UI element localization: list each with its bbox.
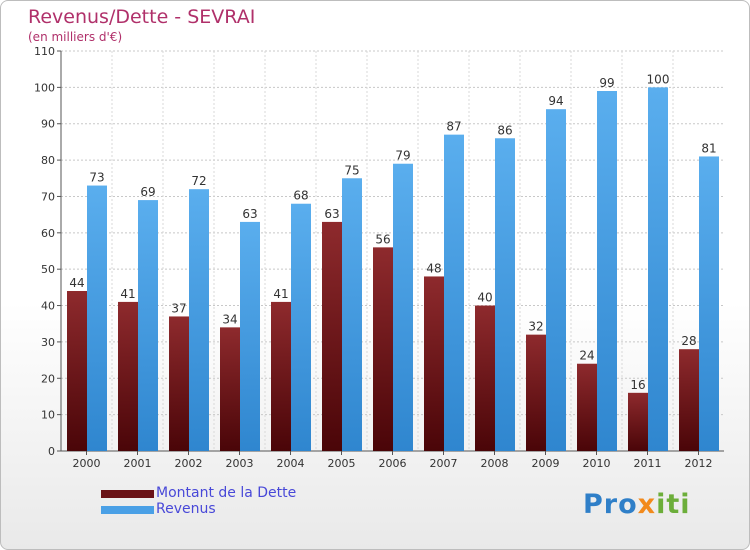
data-label: 41 <box>273 287 288 301</box>
legend-swatch-revenus <box>101 506 154 514</box>
x-tick-label: 2001 <box>124 457 152 470</box>
data-label: 99 <box>599 76 614 90</box>
data-label: 87 <box>446 120 461 134</box>
x-tick-label: 2011 <box>634 457 662 470</box>
data-label: 69 <box>140 185 155 199</box>
y-tick-label: 10 <box>41 409 55 422</box>
bar-revenus <box>597 91 617 451</box>
proxiti-logo: Proxiti <box>583 489 691 520</box>
bar-revenus <box>699 156 719 452</box>
bar-revenus <box>87 185 107 451</box>
x-tick-label: 2007 <box>430 457 458 470</box>
y-tick-label: 20 <box>41 372 55 385</box>
y-tick-label: 90 <box>41 118 55 131</box>
data-label: 56 <box>375 232 390 246</box>
data-label: 63 <box>324 207 339 221</box>
y-tick-label: 0 <box>48 445 55 458</box>
data-label: 73 <box>89 171 104 185</box>
data-label: 24 <box>579 349 594 363</box>
data-label: 94 <box>548 94 563 108</box>
bar-revenus <box>291 203 311 451</box>
data-label: 44 <box>69 276 84 290</box>
x-tick-label: 2012 <box>685 457 713 470</box>
data-label: 28 <box>681 334 696 348</box>
bar-dette <box>322 221 342 451</box>
bar-revenus <box>240 221 260 451</box>
data-label: 86 <box>497 123 512 137</box>
x-tick-label: 2005 <box>328 457 356 470</box>
bar-dette <box>679 349 699 451</box>
y-tick-label: 110 <box>34 45 55 58</box>
y-tick-label: 30 <box>41 336 55 349</box>
bar-revenus <box>393 163 413 451</box>
bar-revenus <box>189 189 209 451</box>
data-label: 63 <box>242 207 257 221</box>
chart-title: Revenus/Dette - SEVRAI <box>28 6 256 28</box>
bar-dette <box>67 291 87 451</box>
x-tick-label: 2008 <box>481 457 509 470</box>
data-label: 40 <box>477 291 492 305</box>
bar-dette <box>118 301 138 451</box>
bar-revenus <box>138 200 158 451</box>
data-label: 41 <box>120 287 135 301</box>
data-label: 68 <box>293 189 308 203</box>
data-label: 81 <box>701 141 716 155</box>
data-label: 16 <box>630 378 645 392</box>
data-label: 72 <box>191 174 206 188</box>
legend-label-dette: Montant de la Dette <box>156 485 297 501</box>
bar-dette <box>169 316 189 451</box>
bar-revenus <box>648 87 668 451</box>
bar-revenus <box>342 178 362 452</box>
x-tick-label: 2009 <box>532 457 560 470</box>
x-tick-label: 2006 <box>379 457 407 470</box>
bar-dette <box>526 334 546 451</box>
y-tick-label: 40 <box>41 300 55 313</box>
data-label: 48 <box>426 261 441 275</box>
y-tick-label: 80 <box>41 154 55 167</box>
data-label: 32 <box>528 320 543 334</box>
data-label: 75 <box>344 163 359 177</box>
legend-swatch-dette <box>101 490 154 498</box>
y-tick-label: 100 <box>34 81 55 94</box>
data-label: 100 <box>647 72 670 86</box>
legend-label-revenus: Revenus <box>156 501 216 517</box>
x-tick-label: 2003 <box>226 457 254 470</box>
y-tick-label: 50 <box>41 263 55 276</box>
x-tick-label: 2000 <box>73 457 101 470</box>
bar-dette <box>373 247 393 451</box>
y-tick-label: 70 <box>41 190 55 203</box>
bar-revenus <box>495 138 515 452</box>
chart-subtitle: (en milliers d'€) <box>28 30 123 44</box>
data-label: 37 <box>171 301 186 315</box>
x-tick-label: 2004 <box>277 457 305 470</box>
data-label: 79 <box>395 149 410 163</box>
bar-revenus <box>444 134 464 452</box>
bar-revenus <box>546 109 566 451</box>
bar-dette <box>220 327 240 451</box>
x-tick-label: 2010 <box>583 457 611 470</box>
data-label: 34 <box>222 312 237 326</box>
x-tick-label: 2002 <box>175 457 203 470</box>
bar-dette <box>475 305 495 451</box>
y-tick-label: 60 <box>41 227 55 240</box>
bar-dette <box>577 363 597 451</box>
bar-dette <box>424 276 444 451</box>
bar-dette <box>271 301 291 451</box>
bar-dette <box>628 392 648 451</box>
